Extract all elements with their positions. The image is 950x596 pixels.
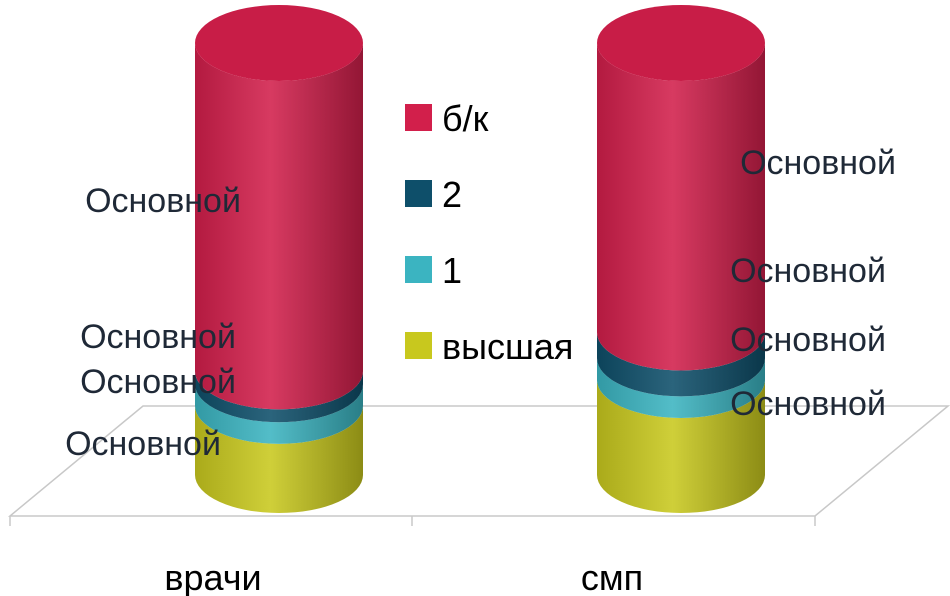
bar-segment-врачи-б/к bbox=[195, 43, 363, 410]
bar-segment-врачи-1 bbox=[195, 384, 363, 444]
bar-segment-смп-высшая bbox=[597, 379, 765, 513]
data-label-врачи-0: Основной bbox=[65, 425, 221, 463]
bar-segment-смп-1 bbox=[597, 358, 765, 418]
legend-label-2: 2 bbox=[442, 174, 462, 215]
category-label-врачи: врачи bbox=[164, 557, 261, 596]
legend-swatch-2 bbox=[405, 180, 432, 207]
legend: б/к 2 1 высшая bbox=[405, 98, 573, 367]
data-label-смп-3: Основной bbox=[740, 144, 896, 182]
legend-label-высшая: высшая bbox=[442, 326, 573, 367]
bar-segment-смп-б/к bbox=[597, 43, 765, 371]
legend-label-б/к: б/к bbox=[442, 98, 489, 139]
bar-top-cap-смп bbox=[597, 5, 765, 81]
bar-segment-врачи-2 bbox=[195, 371, 363, 423]
legend-label-1: 1 bbox=[442, 250, 462, 291]
data-label-врачи-2: Основной bbox=[80, 318, 236, 356]
legend-swatch-1 bbox=[405, 256, 432, 283]
bar-смп bbox=[597, 5, 765, 513]
legend-swatch-высшая bbox=[405, 332, 432, 359]
bar-segment-врачи-высшая bbox=[195, 405, 363, 513]
data-label-смп-2: Основной bbox=[730, 252, 886, 290]
category-label-смп: смп bbox=[581, 557, 643, 596]
bar-top-cap-врачи bbox=[195, 5, 363, 81]
data-label-смп-1: Основной bbox=[730, 321, 886, 359]
data-label-врачи-1: Основной bbox=[80, 363, 236, 401]
data-label-врачи-3: Основной bbox=[85, 182, 241, 220]
bar-segment-смп-2 bbox=[597, 332, 765, 397]
bar-врачи bbox=[195, 5, 363, 513]
legend-swatch-б/к bbox=[405, 104, 432, 131]
data-label-смп-0: Основной bbox=[730, 385, 886, 423]
